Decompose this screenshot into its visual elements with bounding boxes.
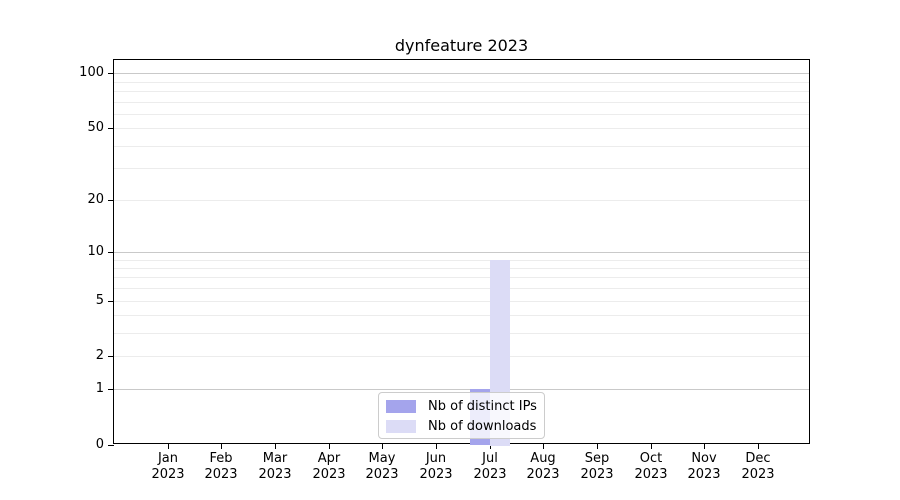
y-gridline-minor [114, 102, 809, 103]
y-tick-label: 50 [87, 120, 104, 135]
x-tick-month: Mar [262, 451, 288, 466]
x-tick-year: 2023 [634, 467, 668, 482]
x-tick-mark [329, 444, 330, 449]
y-gridline-minor [114, 82, 809, 83]
y-gridline-minor [114, 277, 809, 278]
y-gridline-minor [114, 315, 809, 316]
y-gridline-minor [114, 260, 809, 261]
y-gridline-minor [114, 333, 809, 334]
x-tick-label: Dec 2023 [726, 451, 790, 483]
x-tick-label: Sep 2023 [565, 451, 629, 483]
y-gridline-minor [114, 91, 809, 92]
y-tick-mark [108, 445, 114, 446]
x-tick-month: Jan [157, 451, 179, 466]
legend-item-distinct-ips: Nb of distinct IPs [379, 396, 544, 416]
x-tick-mark [168, 444, 169, 449]
y-tick-label: 1 [95, 381, 104, 396]
x-tick-month: Sep [584, 451, 610, 466]
y-gridline-minor [114, 168, 809, 169]
x-tick-year: 2023 [580, 467, 614, 482]
x-tick-label: Mar 2023 [243, 451, 307, 483]
x-tick-month: Jul [482, 451, 498, 466]
x-tick-year: 2023 [419, 467, 453, 482]
y-gridline-minor [114, 356, 809, 357]
x-tick-year: 2023 [473, 467, 507, 482]
y-tick-label: 20 [87, 192, 104, 207]
y-gridline-major [114, 389, 809, 390]
y-gridline-minor [114, 128, 809, 129]
y-tick-label: 5 [95, 293, 104, 308]
y-tick-label: 100 [79, 65, 104, 80]
distinct-ips-swatch [386, 399, 416, 413]
y-gridline-major [114, 252, 809, 253]
y-gridline-minor [114, 268, 809, 269]
y-tick-label: 0 [95, 437, 104, 452]
x-tick-year: 2023 [151, 467, 185, 482]
x-tick-mark [490, 444, 491, 449]
x-tick-year: 2023 [365, 467, 399, 482]
y-tick-mark [108, 128, 114, 129]
y-gridline-minor [114, 288, 809, 289]
x-tick-mark [382, 444, 383, 449]
chart-title: dynfeature 2023 [394, 36, 529, 55]
x-tick-month: Jun [425, 451, 447, 466]
x-tick-month: Dec [745, 451, 771, 466]
downloads-swatch [386, 419, 416, 433]
x-tick-mark [436, 444, 437, 449]
plot-area: Nb of distinct IPs Nb of downloads 0 1 2 5 1… [79, 59, 810, 482]
legend-label-distinct-ips: Nb of distinct IPs [428, 398, 537, 414]
x-tick-month: Apr [317, 451, 341, 466]
x-tick-label: Apr 2023 [297, 451, 361, 483]
y-tick-label: 10 [87, 244, 104, 259]
y-tick-mark [108, 389, 114, 390]
x-tick-year: 2023 [526, 467, 560, 482]
x-tick-year: 2023 [258, 467, 292, 482]
x-tick-month: Feb [209, 451, 233, 466]
x-tick-year: 2023 [204, 467, 238, 482]
y-gridline-minor [114, 146, 809, 147]
y-tick-mark [108, 200, 114, 201]
y-tick-mark [108, 252, 114, 253]
x-tick-year: 2023 [312, 467, 346, 482]
x-tick-mark [651, 444, 652, 449]
x-tick-label: Aug 2023 [511, 451, 575, 483]
x-tick-mark [704, 444, 705, 449]
y-gridline-major [114, 73, 809, 74]
y-gridline-minor [114, 301, 809, 302]
x-tick-label: Nov 2023 [672, 451, 736, 483]
y-tick-mark [108, 356, 114, 357]
x-tick-label: Jul 2023 [458, 451, 522, 483]
x-tick-month: Oct [639, 451, 663, 466]
x-tick-year: 2023 [687, 467, 721, 482]
x-tick-month: May [368, 451, 396, 466]
y-tick-mark [108, 73, 114, 74]
x-tick-label: Oct 2023 [619, 451, 683, 483]
y-tick-mark [108, 301, 114, 302]
x-tick-mark [275, 444, 276, 449]
x-tick-mark [221, 444, 222, 449]
x-tick-label: May 2023 [350, 451, 414, 483]
x-tick-label: Feb 2023 [189, 451, 253, 483]
legend-item-downloads: Nb of downloads [379, 416, 544, 436]
x-tick-mark [758, 444, 759, 449]
x-tick-month: Aug [530, 451, 556, 466]
x-tick-year: 2023 [741, 467, 775, 482]
x-tick-mark [597, 444, 598, 449]
legend: Nb of distinct IPs Nb of downloads [378, 392, 545, 439]
x-tick-month: Nov [691, 451, 717, 466]
legend-label-downloads: Nb of downloads [428, 418, 537, 434]
y-tick-label: 2 [95, 348, 104, 363]
y-gridline-minor [114, 114, 809, 115]
x-tick-mark [543, 444, 544, 449]
x-tick-label: Jan 2023 [136, 451, 200, 483]
x-tick-label: Jun 2023 [404, 451, 468, 483]
y-gridline-minor [114, 200, 809, 201]
